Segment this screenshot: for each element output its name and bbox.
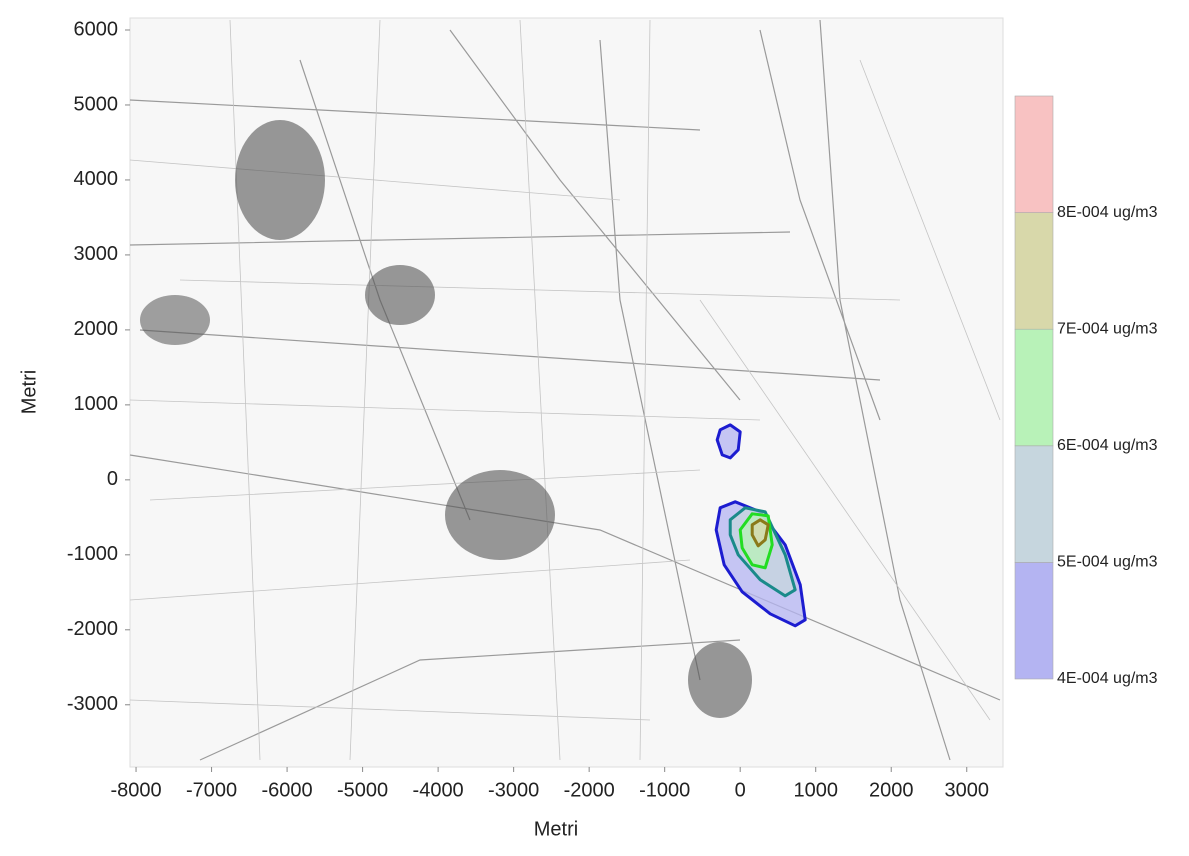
y-tick-label: 2000 — [74, 318, 119, 340]
y-tick-label: -3000 — [67, 693, 118, 715]
x-tick-label: -6000 — [262, 779, 313, 801]
colorbar-label: 6E-004 ug/m3 — [1057, 437, 1158, 454]
x-tick-label: 0 — [735, 779, 746, 801]
x-tick-label: -5000 — [337, 779, 388, 801]
colorbar-label: 8E-004 ug/m3 — [1057, 204, 1158, 221]
x-tick-label: 3000 — [945, 779, 990, 801]
colorbar-band — [1015, 446, 1053, 563]
y-tick-label: 3000 — [74, 243, 119, 265]
y-tick-label: 1000 — [74, 393, 119, 415]
colorbar-band — [1015, 96, 1053, 213]
x-tick-label: -4000 — [413, 779, 464, 801]
y-tick-label: 6000 — [74, 18, 119, 40]
x-tick-label: -1000 — [639, 779, 690, 801]
x-tick-label: 2000 — [869, 779, 914, 801]
x-tick-label: -7000 — [186, 779, 237, 801]
colorbar-band — [1015, 213, 1053, 330]
colorbar-label: 5E-004 ug/m3 — [1057, 554, 1158, 571]
colorbar-label: 7E-004 ug/m3 — [1057, 320, 1158, 337]
colorbar-band — [1015, 562, 1053, 679]
y-tick-label: 0 — [107, 468, 118, 490]
y-tick-label: 5000 — [74, 93, 119, 115]
x-axis-title: Metri — [534, 818, 578, 840]
map-background — [130, 18, 1003, 767]
colorbar-band — [1015, 329, 1053, 446]
y-axis-title: Metri — [18, 370, 40, 414]
y-tick-label: -2000 — [67, 618, 118, 640]
y-tick-label: 4000 — [74, 168, 119, 190]
x-tick-label: 1000 — [793, 779, 838, 801]
x-tick-label: -8000 — [110, 779, 161, 801]
chart: Metri Metri -8000 -7000 -6000 -5000 -4000 -30… — [0, 0, 1189, 851]
x-tick-label: -3000 — [488, 779, 539, 801]
contour — [717, 425, 740, 458]
x-tick-label: -2000 — [564, 779, 615, 801]
y-tick-label: -1000 — [67, 543, 118, 565]
colorbar-label: 4E-004 ug/m3 — [1057, 670, 1158, 687]
